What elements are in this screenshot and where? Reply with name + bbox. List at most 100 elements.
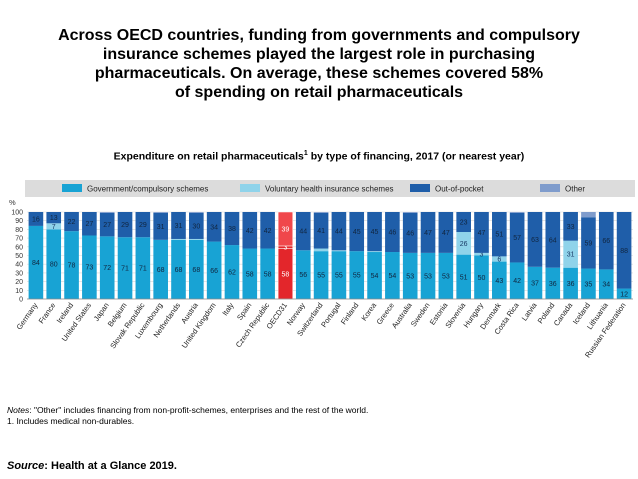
stacked-bar-chart: Government/compulsory schemes Voluntary h… bbox=[9, 180, 635, 359]
bar-segment bbox=[153, 239, 168, 299]
bar-segment bbox=[420, 252, 436, 299]
y-tick-label: 90 bbox=[15, 218, 23, 225]
bar-segment bbox=[545, 212, 561, 268]
bar-segment bbox=[99, 212, 115, 237]
data-label: 58 bbox=[246, 271, 254, 278]
y-tick-label: 0 bbox=[19, 297, 23, 304]
bar-segment bbox=[545, 267, 561, 299]
data-label: 44 bbox=[335, 229, 343, 236]
bar-segment bbox=[117, 237, 133, 299]
bar-segment bbox=[153, 212, 168, 213]
subtitle-footnote-mark: 1 bbox=[303, 150, 308, 157]
bar-segment bbox=[135, 237, 151, 299]
source-text: : Health at a Glance 2019. bbox=[44, 460, 177, 472]
bar-segment bbox=[349, 212, 365, 252]
data-label: 31 bbox=[157, 224, 165, 231]
data-label: 80 bbox=[50, 262, 58, 269]
y-tick-label: 30 bbox=[15, 270, 23, 277]
y-tick-label: 40 bbox=[15, 262, 23, 269]
data-label: 6 bbox=[497, 256, 501, 263]
data-label: 45 bbox=[353, 229, 361, 236]
bar-segment bbox=[492, 256, 507, 262]
data-label: 43 bbox=[495, 278, 503, 285]
bar-segment bbox=[456, 232, 471, 255]
bar-segment bbox=[313, 251, 329, 299]
y-axis-unit: % bbox=[9, 198, 16, 207]
legend-swatch bbox=[410, 184, 430, 192]
data-label: 50 bbox=[478, 275, 486, 282]
bar-segment bbox=[509, 262, 525, 299]
legend-label: Out-of-pocket bbox=[435, 185, 484, 194]
data-label: 53 bbox=[424, 273, 432, 280]
bar-segment bbox=[509, 212, 525, 213]
x-tick-label: Germany bbox=[14, 301, 39, 332]
bar-segment bbox=[82, 212, 97, 236]
data-label: 55 bbox=[317, 273, 325, 280]
bar-segment bbox=[581, 217, 596, 269]
bar-segment bbox=[509, 212, 525, 263]
bar-segment bbox=[171, 239, 186, 299]
legend-swatch bbox=[240, 184, 260, 192]
bar-segment bbox=[46, 212, 62, 224]
data-label: 13 bbox=[50, 215, 58, 222]
bar-segment bbox=[313, 212, 329, 249]
x-tick-label: Canada bbox=[552, 300, 575, 327]
data-label: 58 bbox=[282, 271, 290, 278]
data-label: 57 bbox=[513, 235, 521, 242]
data-label: 68 bbox=[175, 267, 183, 274]
bar-segment bbox=[260, 212, 275, 249]
data-label: 63 bbox=[531, 237, 539, 244]
legend-swatch bbox=[540, 184, 560, 192]
data-label: 53 bbox=[442, 273, 450, 280]
data-label: 51 bbox=[460, 274, 468, 281]
data-label: 23 bbox=[460, 220, 468, 227]
bar-segment bbox=[331, 250, 347, 252]
data-label: 59 bbox=[585, 240, 593, 247]
data-label: 73 bbox=[85, 265, 93, 272]
data-label: 36 bbox=[549, 281, 557, 288]
bar-segment bbox=[402, 212, 418, 253]
data-label: 72 bbox=[103, 265, 111, 272]
y-tick-label: 20 bbox=[15, 279, 23, 286]
data-label: 66 bbox=[210, 268, 218, 275]
data-label: 31 bbox=[175, 223, 183, 230]
data-label: 71 bbox=[121, 266, 129, 273]
data-label: 36 bbox=[567, 281, 575, 288]
notes-line-2: 1. Includes medical non-durables. bbox=[7, 416, 135, 426]
data-label: 22 bbox=[68, 219, 76, 226]
data-label: 16 bbox=[32, 216, 40, 223]
legend-label: Other bbox=[565, 185, 585, 194]
bar-segment bbox=[313, 212, 329, 213]
bar-segment bbox=[563, 240, 578, 268]
y-tick-label: 100 bbox=[11, 210, 23, 217]
bar-segment bbox=[260, 248, 275, 299]
data-label: 33 bbox=[567, 224, 575, 231]
bar-segment bbox=[527, 266, 543, 299]
bar-segment bbox=[28, 212, 44, 226]
bar-segment bbox=[474, 255, 489, 299]
data-label: 7 bbox=[52, 224, 56, 231]
bar-segment bbox=[492, 261, 507, 299]
data-label: 88 bbox=[620, 248, 628, 255]
data-label: 54 bbox=[388, 273, 396, 280]
bar-segment bbox=[295, 212, 311, 251]
bar-segment bbox=[438, 252, 454, 299]
bar-segment bbox=[171, 238, 186, 240]
bar-segment bbox=[331, 251, 347, 299]
headline: Across OECD countries, funding from gove… bbox=[0, 26, 638, 102]
notes-label: Notes bbox=[7, 405, 30, 415]
data-label: 42 bbox=[264, 228, 272, 235]
bar-segment bbox=[99, 236, 115, 299]
bar-segment bbox=[117, 212, 133, 238]
bar-segment bbox=[438, 212, 454, 253]
bar-segment bbox=[349, 251, 365, 299]
headline-line-1: Across OECD countries, funding from gove… bbox=[58, 27, 580, 44]
data-label: 44 bbox=[299, 229, 307, 236]
data-label: 42 bbox=[246, 228, 254, 235]
bar-segment bbox=[189, 239, 204, 299]
data-label: 84 bbox=[32, 260, 40, 267]
bar-segment bbox=[99, 212, 115, 213]
data-label: 26 bbox=[460, 241, 468, 248]
data-label: 58 bbox=[264, 271, 272, 278]
data-label: 35 bbox=[585, 281, 593, 288]
